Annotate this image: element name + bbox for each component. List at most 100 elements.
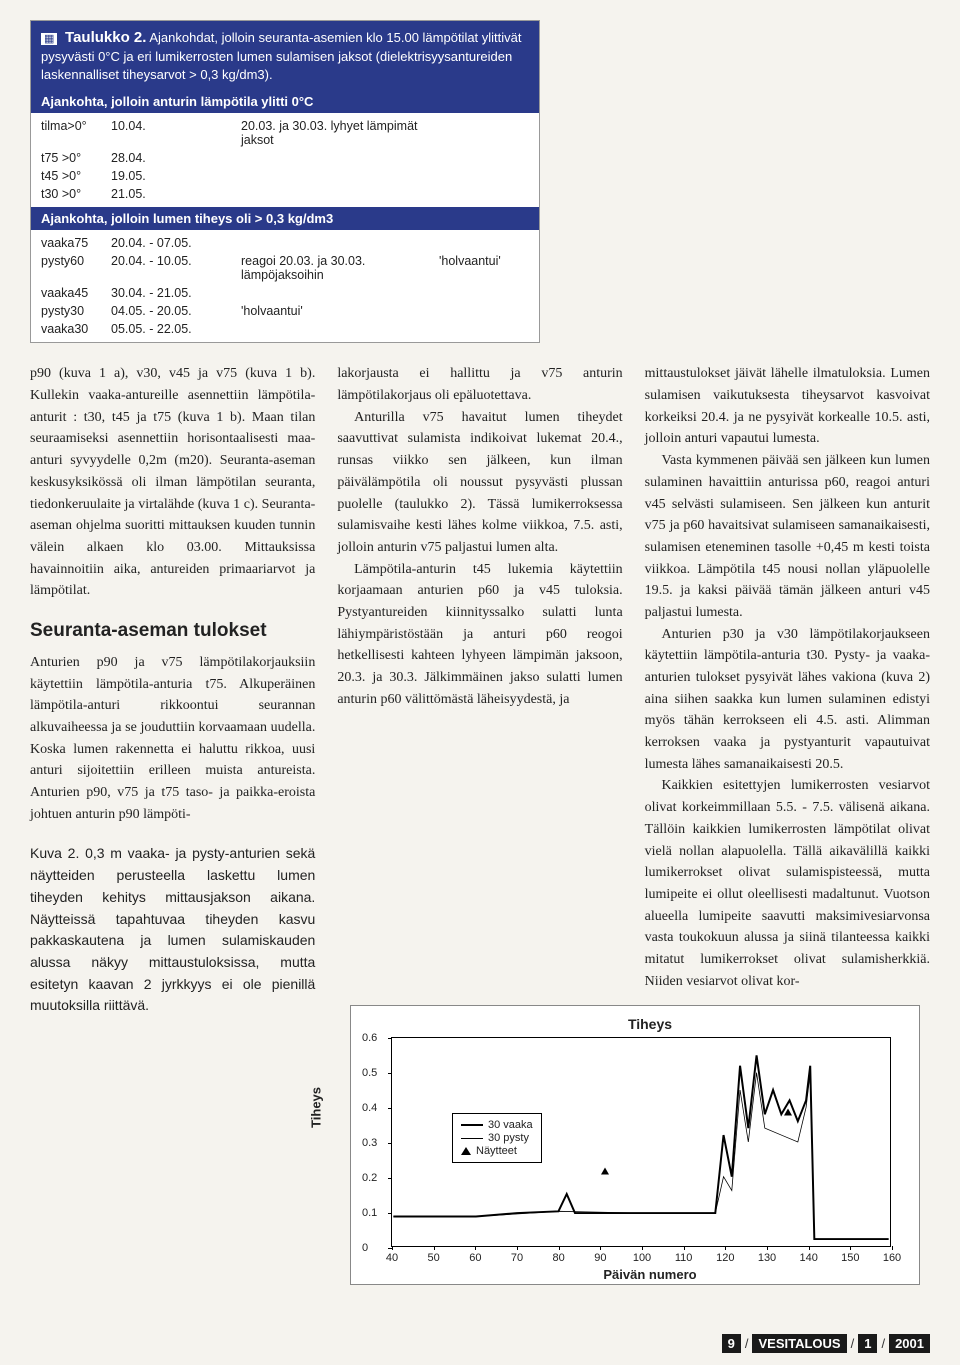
col3-p3: Anturien p30 ja v30 lämpötilakorjaukseen… [645, 624, 930, 776]
x-tick-mark [559, 1246, 560, 1250]
y-tick: 0.3 [362, 1137, 377, 1149]
y-tick: 0.1 [362, 1207, 377, 1219]
x-tick-mark [850, 1246, 851, 1250]
x-tick: 50 [428, 1252, 440, 1264]
x-tick-mark [517, 1246, 518, 1250]
table-cell: 'holvaantui' [241, 304, 439, 318]
table-cell: 28.04. [111, 151, 241, 165]
x-tick: 60 [469, 1252, 481, 1264]
legend-label: 30 vaaka [488, 1119, 533, 1131]
x-tick: 80 [553, 1252, 565, 1264]
chart-marker [784, 1108, 792, 1115]
y-tick: 0.2 [362, 1172, 377, 1184]
table-cell: t45 >0° [41, 169, 111, 183]
x-tick: 120 [716, 1252, 734, 1264]
col3-p1: mittaustulokset jäivät lähelle ilmatulok… [645, 363, 930, 450]
footer-sep: / [877, 1334, 889, 1353]
table-row: t45 >0°19.05. [31, 167, 539, 185]
table-cell: pysty60 [41, 254, 111, 282]
footer-page: 9 [722, 1334, 741, 1353]
x-tick: 90 [594, 1252, 606, 1264]
table-cell [241, 286, 439, 300]
col3-p4: Kaikkien esitettyjen lumikerrosten vesia… [645, 775, 930, 992]
x-tick-mark [600, 1246, 601, 1250]
x-tick: 130 [758, 1252, 776, 1264]
footer-sep: / [741, 1334, 753, 1353]
x-tick: 160 [883, 1252, 901, 1264]
x-tick-mark [475, 1246, 476, 1250]
table-title: ▦ Taulukko 2. Ajankohdat, jolloin seuran… [31, 21, 539, 90]
table-sub1: Ajankohta, jolloin anturin lämpötila yli… [31, 90, 539, 113]
table-cell: 05.05. - 22.05. [111, 322, 241, 336]
chart-xlabel: Päivän numero [391, 1267, 909, 1282]
col1-p1: p90 (kuva 1 a), v30, v45 ja v75 (kuva 1 … [30, 363, 315, 602]
col3-p2: Vasta kymmenen päivää sen jälkeen kun lu… [645, 450, 930, 624]
col2-p2: Anturilla v75 havaitut lumen tiheydet sa… [337, 407, 622, 559]
x-tick-mark [892, 1246, 893, 1250]
table-cell [439, 119, 529, 147]
table-cell [241, 151, 439, 165]
y-tick-mark [388, 1213, 392, 1214]
table-row: vaaka3005.05. - 22.05. [31, 320, 539, 338]
x-tick: 40 [386, 1252, 398, 1264]
table-cell: pysty30 [41, 304, 111, 318]
density-chart: Tiheys Tiheys 30 vaaka 30 pysty Näytteet… [350, 1005, 920, 1285]
chart-title: Tiheys [391, 1016, 909, 1032]
table-cell: vaaka30 [41, 322, 111, 336]
table-cell: 30.04. - 21.05. [111, 286, 241, 300]
footer-year: 2001 [889, 1334, 930, 1353]
table-sub2: Ajankohta, jolloin lumen tiheys oli > 0,… [31, 207, 539, 230]
table-cell [439, 236, 529, 250]
table-2: ▦ Taulukko 2. Ajankohdat, jolloin seuran… [30, 20, 540, 343]
x-tick: 140 [799, 1252, 817, 1264]
section-heading: Seuranta-aseman tulokset [30, 620, 315, 642]
table-row: pysty6020.04. - 10.05.reagoi 20.03. ja 3… [31, 252, 539, 284]
table-cell: vaaka45 [41, 286, 111, 300]
table-cell [439, 304, 529, 318]
table-cell: 21.05. [111, 187, 241, 201]
col2-p1: lakorjausta ei hallittu ja v75 anturin l… [337, 363, 622, 406]
table-cell: 04.05. - 20.05. [111, 304, 241, 318]
chart-marker [601, 1168, 609, 1175]
table-cell: 20.04. - 10.05. [111, 254, 241, 282]
table-cell [439, 187, 529, 201]
footer-journal: VESITALOUS [752, 1334, 846, 1353]
y-tick: 0.5 [362, 1067, 377, 1079]
table-cell [241, 236, 439, 250]
chart-plot-area: 30 vaaka 30 pysty Näytteet 00.10.20.30.4… [391, 1037, 891, 1247]
legend-30-vaaka: 30 vaaka [461, 1119, 533, 1131]
y-tick: 0.6 [362, 1032, 377, 1044]
x-tick-mark [725, 1246, 726, 1250]
footer-sep: / [847, 1334, 859, 1353]
x-tick: 100 [633, 1252, 651, 1264]
page-footer: 9/VESITALOUS/1/2001 [722, 1336, 930, 1351]
table-cell [439, 151, 529, 165]
table-cell: 19.05. [111, 169, 241, 183]
table-cell [439, 286, 529, 300]
table-cell: 20.04. - 07.05. [111, 236, 241, 250]
chart-legend: 30 vaaka 30 pysty Näytteet [452, 1113, 542, 1163]
table-cell: tilma>0° [41, 119, 111, 147]
table-cell: 20.03. ja 30.03. lyhyet lämpimät jaksot [241, 119, 439, 147]
x-tick-mark [392, 1246, 393, 1250]
x-tick-mark [767, 1246, 768, 1250]
legend-30-pysty: 30 pysty [461, 1132, 533, 1144]
legend-label: 30 pysty [488, 1132, 529, 1144]
y-tick-mark [388, 1108, 392, 1109]
col2-p3: Lämpötila-anturin t45 lukemia käytettiin… [337, 559, 622, 711]
col-1: p90 (kuva 1 a), v30, v45 ja v75 (kuva 1 … [30, 363, 315, 1017]
y-tick-mark [388, 1073, 392, 1074]
table-row: vaaka4530.04. - 21.05. [31, 284, 539, 302]
table-cell: t30 >0° [41, 187, 111, 201]
chart-ylabel: Tiheys [309, 1087, 324, 1128]
x-tick-mark [684, 1246, 685, 1250]
x-tick-mark [642, 1246, 643, 1250]
table-cell [439, 322, 529, 336]
table-cell: 10.04. [111, 119, 241, 147]
table-cell: vaaka75 [41, 236, 111, 250]
legend-line-thick-icon [461, 1124, 483, 1126]
table-row: pysty3004.05. - 20.05.'holvaantui' [31, 302, 539, 320]
body-columns: p90 (kuva 1 a), v30, v45 ja v75 (kuva 1 … [30, 363, 930, 1017]
x-tick: 150 [841, 1252, 859, 1264]
y-tick: 0 [362, 1242, 368, 1254]
